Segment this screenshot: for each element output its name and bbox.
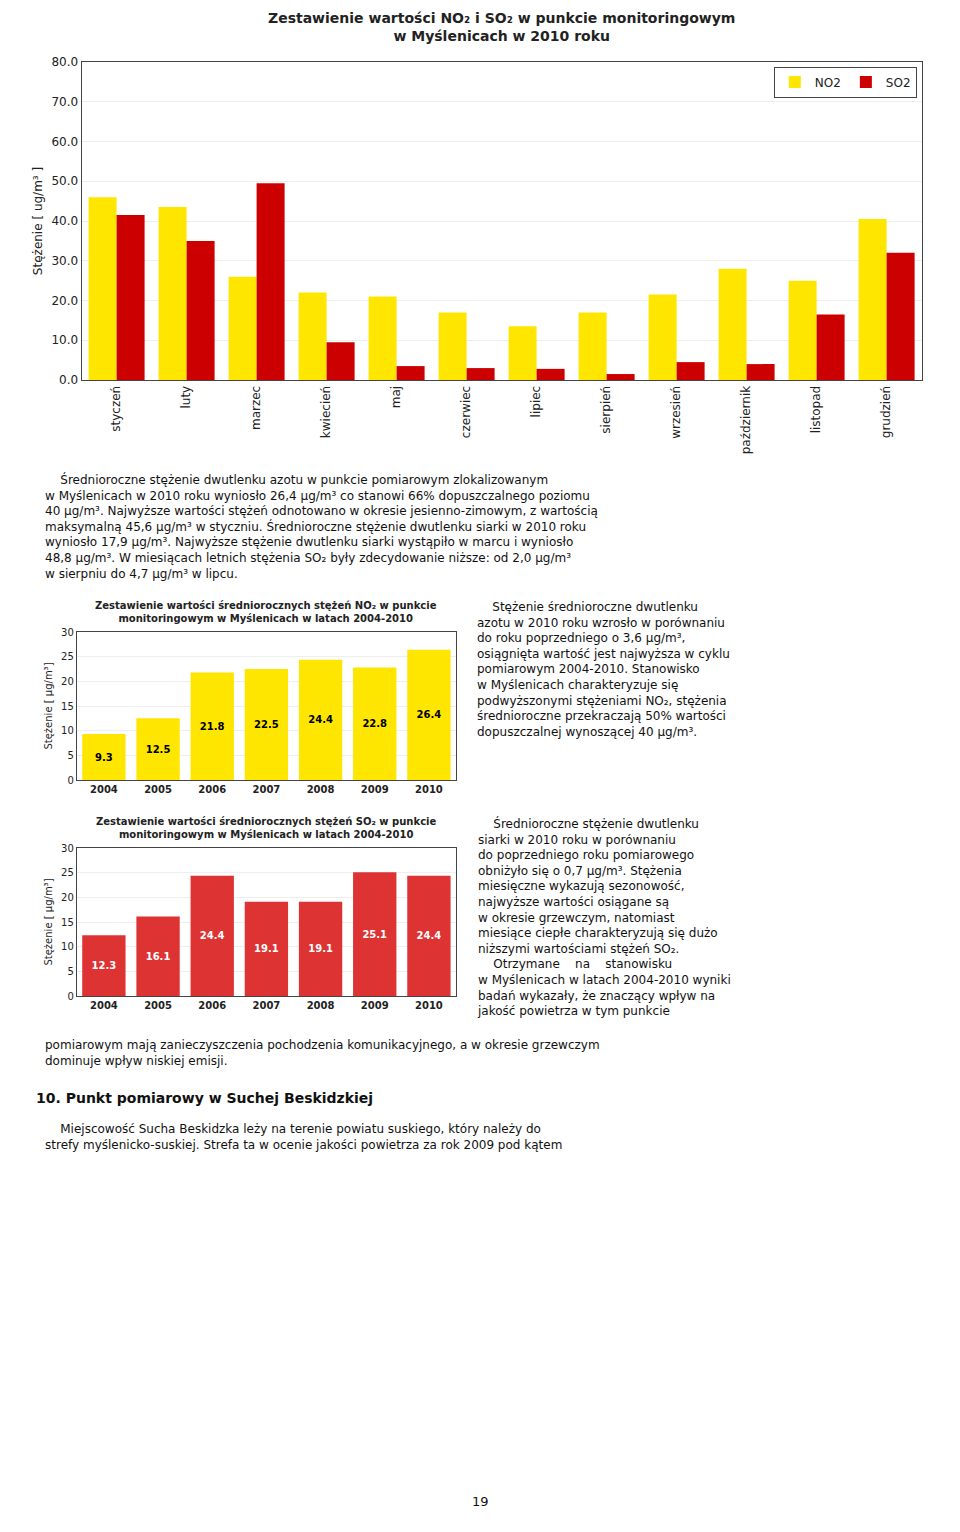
svg-text:22.8: 22.8	[362, 718, 387, 729]
svg-text:2008: 2008	[307, 1000, 335, 1011]
svg-text:40.0: 40.0	[51, 214, 78, 228]
svg-text:25.1: 25.1	[362, 929, 387, 940]
svg-text:2005: 2005	[144, 784, 172, 795]
svg-text:luty: luty	[180, 386, 194, 409]
svg-text:NO2: NO2	[815, 76, 841, 90]
svg-text:SO2: SO2	[886, 76, 911, 90]
svg-text:25: 25	[61, 651, 74, 662]
svg-text:12.3: 12.3	[92, 960, 117, 971]
svg-text:listopad: listopad	[810, 386, 824, 434]
svg-text:24.4: 24.4	[200, 930, 225, 941]
svg-text:30.0: 30.0	[51, 254, 78, 268]
svg-text:marzec: marzec	[250, 386, 264, 430]
svg-text:30: 30	[61, 627, 74, 638]
svg-text:22.5: 22.5	[254, 719, 279, 730]
svg-text:styczeń: styczeń	[110, 386, 124, 432]
svg-text:2005: 2005	[144, 1000, 172, 1011]
svg-text:5: 5	[67, 750, 73, 761]
svg-text:czerwiec: czerwiec	[460, 386, 474, 438]
svg-text:80.0: 80.0	[51, 55, 78, 69]
svg-text:Stężenie [ ug/m³ ]: Stężenie [ ug/m³ ]	[31, 167, 45, 275]
svg-text:10.0: 10.0	[51, 333, 78, 347]
svg-text:sierpień: sierpień	[600, 386, 614, 434]
svg-text:2007: 2007	[252, 1000, 280, 1011]
svg-text:21.8: 21.8	[200, 721, 225, 732]
svg-text:2009: 2009	[361, 784, 389, 795]
svg-text:2007: 2007	[252, 784, 280, 795]
svg-text:2006: 2006	[198, 784, 226, 795]
svg-text:Średnioroczne stężenie dwutlen: Średnioroczne stężenie dwutlenku azotu w…	[45, 472, 598, 581]
svg-text:9.3: 9.3	[95, 752, 113, 763]
svg-text:Stężenie średnioroczne dwutlen: Stężenie średnioroczne dwutlenkuazotu w …	[477, 600, 730, 739]
svg-text:16.1: 16.1	[146, 951, 171, 962]
svg-text:24.4: 24.4	[417, 930, 442, 941]
svg-text:26.4: 26.4	[417, 709, 442, 720]
svg-text:2004: 2004	[90, 784, 118, 795]
svg-text:2010: 2010	[415, 784, 443, 795]
svg-text:15: 15	[61, 917, 74, 928]
svg-text:2008: 2008	[307, 784, 335, 795]
svg-text:Stężenie [ μg/m³]: Stężenie [ μg/m³]	[43, 662, 54, 749]
svg-text:5: 5	[67, 966, 73, 977]
svg-text:grudzień: grudzień	[880, 386, 894, 438]
svg-text:Miejscowość Sucha Beskidzka le: Miejscowość Sucha Beskidzka leży na tere…	[45, 1122, 562, 1152]
svg-text:Średnioroczne stężenie dwutlen: Średnioroczne stężenie dwutlenkusiarki w…	[477, 816, 731, 1018]
svg-text:Zestawienie wartości NO₂ i SO₂: Zestawienie wartości NO₂ i SO₂ w punkcie…	[268, 10, 735, 44]
svg-text:19.1: 19.1	[254, 943, 279, 954]
svg-text:30: 30	[61, 843, 74, 854]
svg-text:25: 25	[61, 867, 74, 878]
svg-text:20: 20	[61, 892, 74, 903]
svg-text:24.4: 24.4	[308, 714, 333, 725]
svg-text:2010: 2010	[415, 1000, 443, 1011]
svg-text:Zestawienie wartości średnioro: Zestawienie wartości średniorocznych stę…	[95, 600, 437, 624]
svg-text:15: 15	[61, 701, 74, 712]
svg-text:Zestawienie wartości średnioro: Zestawienie wartości średniorocznych stę…	[96, 816, 436, 840]
svg-text:2004: 2004	[90, 1000, 118, 1011]
svg-text:12.5: 12.5	[146, 744, 171, 755]
svg-text:19.1: 19.1	[308, 943, 333, 954]
svg-text:0: 0	[67, 775, 73, 786]
svg-text:wrzesień: wrzesień	[670, 386, 684, 439]
svg-text:Stężenie [ μg/m³]: Stężenie [ μg/m³]	[43, 878, 54, 965]
svg-text:0.0: 0.0	[59, 373, 78, 387]
svg-text:50.0: 50.0	[51, 174, 78, 188]
svg-text:maj: maj	[390, 386, 404, 408]
svg-text:kwiecień: kwiecień	[320, 386, 334, 438]
svg-text:20.0: 20.0	[51, 294, 78, 308]
svg-text:19: 19	[472, 1494, 489, 1509]
svg-text:0: 0	[67, 991, 73, 1002]
svg-text:2006: 2006	[198, 1000, 226, 1011]
svg-text:pomiarowym mają zanieczyszczen: pomiarowym mają zanieczyszczenia pochodz…	[45, 1038, 600, 1068]
svg-text:10. Punkt pomiarowy w Suchej B: 10. Punkt pomiarowy w Suchej Beskidzkiej	[36, 1090, 373, 1106]
svg-text:10: 10	[61, 725, 74, 736]
svg-text:2009: 2009	[361, 1000, 389, 1011]
svg-text:lipiec: lipiec	[530, 386, 544, 418]
svg-text:20: 20	[61, 676, 74, 687]
svg-text:październik: październik	[740, 386, 754, 455]
svg-text:10: 10	[61, 941, 74, 952]
svg-text:60.0: 60.0	[51, 135, 78, 149]
svg-text:70.0: 70.0	[51, 95, 78, 109]
